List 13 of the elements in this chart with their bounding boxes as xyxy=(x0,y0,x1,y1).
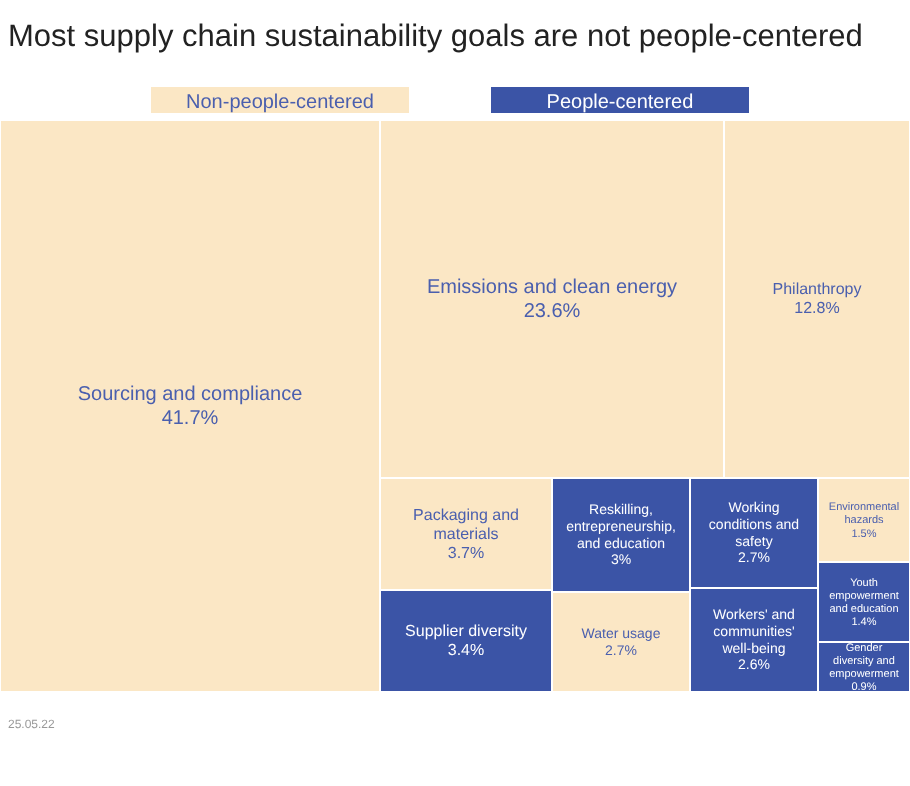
category-label: Emissions and clean energy xyxy=(426,277,678,299)
text: People-centered xyxy=(546,92,694,114)
data-label: 3.4% xyxy=(447,641,485,660)
data-label: 3.7% xyxy=(447,544,485,562)
category-label: Philanthropy xyxy=(772,280,862,299)
text: Most supply chain sustainability goals are not people-centered xyxy=(6,18,865,58)
category-label: Sourcing and compliance xyxy=(77,384,304,406)
data-label: 23.6% xyxy=(523,301,581,323)
series-label: Non-people-centered xyxy=(186,92,374,114)
category-label: Packaging and materials xyxy=(413,505,519,543)
category-label: Supplier diversity xyxy=(405,622,527,641)
data-label: 12.8% xyxy=(794,299,840,318)
data-label: 41.7% xyxy=(161,408,219,430)
